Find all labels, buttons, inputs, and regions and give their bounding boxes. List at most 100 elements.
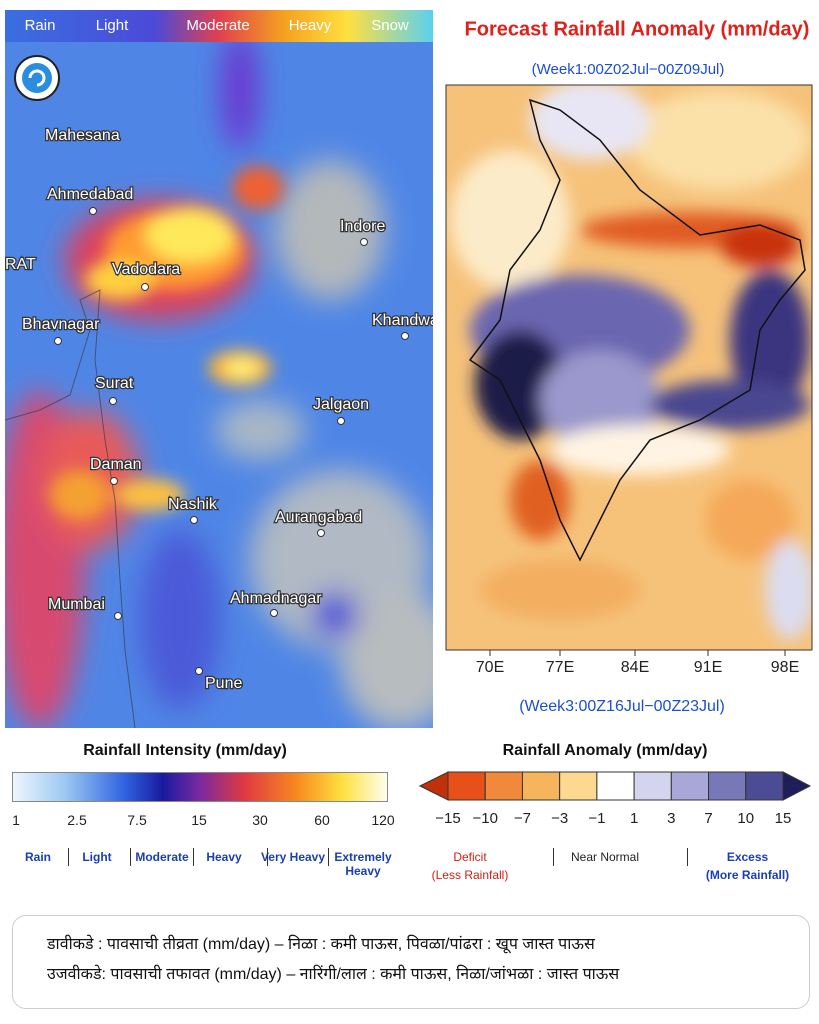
deficit-note: (Less Rainfall) <box>431 868 509 882</box>
deficit: Deficit <box>453 850 487 864</box>
city-dot <box>110 477 118 485</box>
city-label: Ahmedabad <box>47 186 133 203</box>
city-label: Ahmadnagar <box>230 590 322 607</box>
intensity-category: Rain <box>24 850 51 864</box>
city-dot <box>337 417 345 425</box>
city-label: Vadodara <box>112 261 180 278</box>
intensity-category: Heavy <box>206 850 242 864</box>
separator <box>328 848 329 866</box>
anomaly-title: Forecast Rainfall Anomaly (mm/day) <box>465 18 810 40</box>
intensity-category: Light <box>82 850 112 864</box>
intensity-tick: 1 <box>12 812 20 828</box>
intensity-colorbar <box>12 772 388 802</box>
anomaly-tick: −10 <box>472 810 498 827</box>
city-dot <box>360 238 368 246</box>
city-label: Pune <box>205 675 242 692</box>
anomaly-tick: −1 <box>588 810 606 827</box>
separator <box>553 848 554 866</box>
lon-label: 98E <box>771 659 799 676</box>
note-line: डावीकडे : पावसाची तीव्रता (mm/day) – निळ… <box>47 936 595 953</box>
city-labels: Mahesana Ahmedabad RAT Vadodara Indore Bhavna… <box>5 126 439 694</box>
city-dot <box>109 397 117 405</box>
colorbar-box <box>596 771 635 801</box>
separator <box>67 848 69 866</box>
city-label: Nashik <box>168 496 218 513</box>
colorbar-box <box>484 771 523 801</box>
near-normal: Near Normal <box>570 850 639 864</box>
intensity-title: Rainfall Intensity (mm/day) <box>83 742 287 759</box>
rain-legend-label: Moderate <box>186 17 249 34</box>
anomaly-tick: −15 <box>435 810 461 827</box>
intensity-category: Extremely Heavy <box>334 850 392 878</box>
city-label: Khandwa <box>372 312 439 329</box>
rain-legend-label: Snow <box>371 17 409 34</box>
anomaly-legend-title: Rainfall Anomaly (mm/day) <box>502 742 708 759</box>
city-dot <box>195 667 203 675</box>
rain-legend-label: Heavy <box>289 17 332 34</box>
city-dot <box>270 609 278 617</box>
anomaly-tick: 7 <box>704 810 713 827</box>
excess: Excess <box>726 850 769 864</box>
separator <box>129 848 131 866</box>
deficit-label: Deficit (Less Rainfall) <box>430 848 510 884</box>
rain-map <box>5 10 433 728</box>
maps: Forecast Rainfall Anomaly (mm/day) (Week… <box>5 10 813 728</box>
colorbar-box <box>633 771 672 801</box>
separator <box>687 848 688 866</box>
intensity-tick: 60 <box>314 812 330 828</box>
colorbar-box <box>670 771 710 801</box>
city-dot <box>54 337 62 345</box>
city-dot <box>317 529 325 537</box>
city-label: Bhavnagar <box>22 316 100 333</box>
anomaly-tick: 1 <box>629 810 639 827</box>
anomaly-tick: 3 <box>667 810 676 827</box>
rain-legend-label: Light <box>96 17 129 34</box>
city-label: Jalgaon <box>313 396 369 413</box>
intensity-category: Moderate <box>135 850 189 864</box>
colorbar-box <box>559 771 598 801</box>
map-frame <box>445 84 813 651</box>
anomaly-tick: −3 <box>551 810 569 827</box>
note-box: डावीकडे : पावसाची तीव्रता (mm/day) – निळ… <box>12 915 810 1009</box>
colorbar-arrow <box>418 771 449 801</box>
intensity-category: Very Heavy <box>260 850 326 864</box>
city-label: Aurangabad <box>275 509 362 526</box>
lon-label: 91E <box>694 659 722 676</box>
city-dot <box>141 283 149 291</box>
anomaly-map <box>446 85 812 650</box>
anomaly-colorbar <box>418 771 812 801</box>
intensity-tick: 30 <box>252 812 268 828</box>
colorbar-box <box>708 771 747 801</box>
note-line: उजवीकडे: पावसाची तफावत (mm/day) – नारिंग… <box>47 966 620 983</box>
separator <box>266 848 268 866</box>
intensity-tick: 120 <box>371 812 395 828</box>
city-dot <box>190 516 198 524</box>
excess-label: Excess (More Rainfall) <box>700 848 795 884</box>
anomaly-tick: −7 <box>513 810 531 827</box>
rain-legend-label: Rain <box>25 17 56 34</box>
colorbar-box <box>521 771 561 801</box>
city-label: Mahesana <box>45 127 120 144</box>
colorbar-box <box>447 771 486 801</box>
city-label: Mumbai <box>48 596 105 613</box>
anomaly-tick: 15 <box>774 810 792 827</box>
lon-label: 77E <box>546 659 574 676</box>
city-label: RAT <box>5 256 36 273</box>
intensity-tick: 7.5 <box>127 812 147 828</box>
colorbar-box <box>745 771 784 801</box>
anomaly-tick: 10 <box>737 810 755 827</box>
city-label: Indore <box>340 218 385 235</box>
separator <box>193 848 194 866</box>
intensity-tick: 15 <box>191 812 207 828</box>
city-label: Daman <box>90 456 142 473</box>
lon-label: 84E <box>621 659 649 676</box>
lon-label: 70E <box>476 659 504 676</box>
excess-note: (More Rainfall) <box>705 868 790 882</box>
intensity-tick: 2.5 <box>67 812 87 828</box>
colorbar-arrow <box>782 771 812 801</box>
city-dot <box>401 332 409 340</box>
city-dot <box>89 207 97 215</box>
week3-label: (Week3:00Z16Jul−00Z23Jul) <box>519 698 725 715</box>
city-label: Surat <box>95 375 134 392</box>
